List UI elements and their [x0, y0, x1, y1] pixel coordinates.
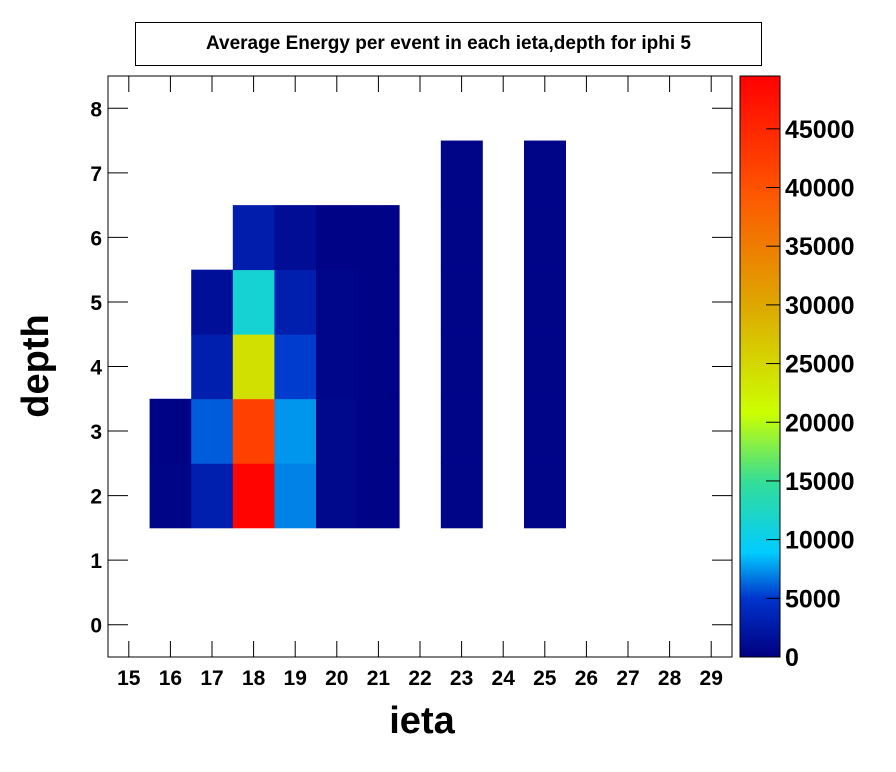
- colorbar-tick-label: 25000: [785, 351, 855, 379]
- heatmap-cell-ieta-19-depth-3: [274, 398, 317, 464]
- x-tick-label: 16: [159, 667, 182, 690]
- heatmap-cell-ieta-25-depth-5: [524, 269, 566, 335]
- colorbar-ticks: 0 5000 10000 15000 20000 25000 30000 35000 40000…: [766, 116, 855, 672]
- heatmap-cell-ieta-21-depth-4: [357, 334, 400, 400]
- y-tick-label: 1: [90, 550, 102, 573]
- chart-title-text: Average Energy per event in each ieta,de…: [206, 33, 691, 54]
- heatmap-cell-ieta-19-depth-4: [274, 334, 317, 400]
- heatmap-cell-ieta-20-depth-6: [316, 205, 358, 271]
- x-tick-label: 19: [284, 667, 307, 690]
- colorbar-tick-label: 15000: [785, 468, 855, 496]
- x-tick-label: 21: [367, 667, 391, 690]
- y-tick-label: 4: [90, 357, 102, 380]
- heatmap-cell-ieta-18-depth-5: [232, 269, 275, 335]
- colorbar-tick-label: 0: [785, 644, 799, 672]
- heatmap-cell-ieta-18-depth-2: [232, 463, 275, 529]
- heatmap-cell-ieta-19-depth-2: [274, 463, 317, 529]
- y-tick-label: 6: [90, 227, 102, 250]
- heatmap-cell-ieta-17-depth-4: [191, 334, 234, 400]
- heatmap-cell-ieta-25-depth-3: [524, 398, 566, 464]
- heatmap-cell-ieta-23-depth-5: [440, 269, 483, 335]
- chart-title: Average Energy per event in each ieta,de…: [135, 22, 762, 66]
- heatmap-cell-ieta-25-depth-6: [524, 205, 566, 271]
- heatmap-cell-ieta-23-depth-3: [440, 398, 483, 464]
- x-tick-label: 15: [117, 667, 141, 690]
- heatmap-cell-ieta-23-depth-2: [440, 463, 483, 529]
- x-tick-label: 28: [658, 667, 682, 690]
- colorbar-tick-label: 45000: [785, 116, 855, 144]
- heatmap-cell-ieta-25-depth-7: [524, 140, 566, 206]
- x-tick-label: 20: [325, 667, 348, 690]
- y-tick-label: 8: [90, 98, 102, 121]
- heatmap-cell-ieta-20-depth-2: [316, 463, 358, 529]
- x-tick-label: 17: [200, 667, 223, 690]
- heatmap-cell-ieta-21-depth-3: [357, 398, 400, 464]
- heatmap-cell-ieta-20-depth-4: [316, 334, 358, 400]
- heatmap-cell-ieta-19-depth-5: [274, 269, 317, 335]
- y-tick-label: 2: [90, 486, 102, 509]
- colorbar-tick-label: 5000: [785, 585, 841, 613]
- x-tick-label: 18: [242, 667, 266, 690]
- x-tick-label: 27: [616, 667, 639, 690]
- heatmap-cell-ieta-18-depth-4: [232, 334, 275, 400]
- heatmap-cell-ieta-21-depth-6: [357, 205, 400, 271]
- y-axis-label: depth: [15, 314, 57, 417]
- heatmap-cell-ieta-16-depth-2: [149, 463, 192, 529]
- colorbar-tick-label: 40000: [785, 175, 855, 203]
- colorbar-tick-label: 35000: [785, 233, 855, 261]
- heatmap-cell-ieta-25-depth-4: [524, 334, 566, 400]
- x-axis-ticks: 15 16 17 18 19 20 21 22 23 24 25 26 27 28 29: [117, 76, 723, 690]
- x-tick-label: 26: [575, 667, 598, 690]
- heatmap-cell-ieta-20-depth-5: [316, 269, 358, 335]
- x-tick-label: 25: [533, 667, 557, 690]
- y-tick-label: 7: [90, 163, 102, 186]
- colorbar: [739, 75, 781, 658]
- heatmap-cell-ieta-23-depth-7: [440, 140, 483, 206]
- heatmap-cell-ieta-23-depth-6: [440, 205, 483, 271]
- x-tick-label: 24: [492, 667, 516, 690]
- colorbar-tick-label: 30000: [785, 292, 855, 320]
- heatmap-cell-ieta-17-depth-3: [191, 398, 234, 464]
- colorbar-tick-label: 10000: [785, 527, 855, 555]
- x-axis-label: ieta: [389, 700, 455, 742]
- heatmap-cell-ieta-21-depth-2: [357, 463, 400, 529]
- x-tick-label: 29: [700, 667, 723, 690]
- heatmap-cell-ieta-25-depth-2: [524, 463, 566, 529]
- heatmap-cell-ieta-23-depth-4: [440, 334, 483, 400]
- heatmap-cell-ieta-20-depth-3: [316, 398, 358, 464]
- heatmap-cell-ieta-18-depth-3: [232, 398, 275, 464]
- heatmap-cell-ieta-21-depth-5: [357, 269, 400, 335]
- y-tick-label: 5: [90, 292, 102, 315]
- heatmap-cell-ieta-17-depth-2: [191, 463, 234, 529]
- y-tick-label: 3: [90, 421, 102, 444]
- y-axis-ticks: 0 1 2 3 4 5 6 7 8: [90, 98, 732, 638]
- colorbar-tick-label: 20000: [785, 409, 855, 437]
- heatmap-cell-ieta-18-depth-6: [232, 205, 275, 271]
- x-tick-label: 23: [450, 667, 473, 690]
- heatmap-cell-ieta-17-depth-5: [191, 269, 234, 335]
- heatmap-cell-ieta-16-depth-3: [149, 398, 192, 464]
- y-tick-label: 0: [90, 615, 102, 638]
- heatmap-cell-ieta-19-depth-6: [274, 205, 317, 271]
- x-tick-label: 22: [408, 667, 431, 690]
- heatmap-cells: [149, 140, 566, 529]
